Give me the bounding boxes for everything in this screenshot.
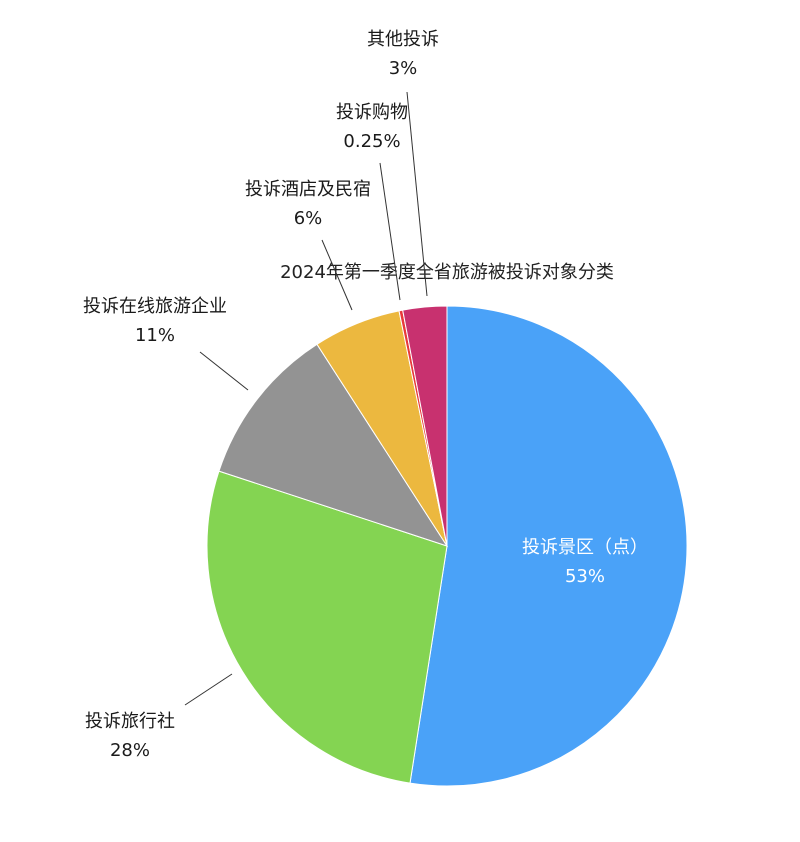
pie-slices	[206, 305, 688, 787]
leader-line-2	[199, 351, 249, 391]
chart-title: 2024年第一季度全省旅游被投诉对象分类	[280, 262, 614, 283]
slice-label-4: 投诉购物	[336, 102, 408, 123]
leader-line-4	[379, 162, 401, 301]
leader-lines	[184, 91, 428, 706]
slice-label-1: 投诉旅行社	[85, 711, 175, 732]
slice-percent-4: 0.25%	[343, 131, 400, 152]
slice-label-5: 其他投诉	[367, 29, 439, 50]
slice-percent-5: 3%	[389, 58, 418, 79]
leader-line-3	[321, 239, 353, 311]
slice-percent-2: 11%	[135, 325, 175, 346]
pie-slice-5	[402, 305, 448, 547]
slice-percent-0: 53%	[565, 566, 605, 587]
leader-line-5	[406, 91, 428, 297]
slice-label-3: 投诉酒店及民宿	[245, 179, 371, 200]
slice-labels: 投诉景区（点） 53% 投诉旅行社 28% 投诉在线旅游企业 11% 投诉酒店及民宿 6% 投诉…	[83, 29, 648, 761]
pie-slice-0	[409, 305, 688, 787]
pie-slice-2	[218, 343, 449, 547]
slice-label-0: 投诉景区（点）	[522, 537, 648, 558]
slice-percent-1: 28%	[110, 740, 150, 761]
leader-line-1	[184, 673, 233, 706]
pie-slice-1	[206, 470, 448, 784]
slice-percent-3: 6%	[294, 208, 323, 229]
slice-label-2: 投诉在线旅游企业	[83, 296, 227, 317]
